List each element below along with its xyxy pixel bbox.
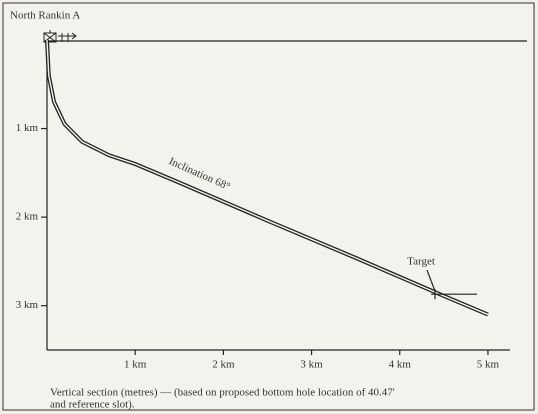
x-tick-label: 5 km (477, 359, 500, 371)
x-tick-label: 4 km (389, 359, 412, 371)
x-tick-label: 1 km (124, 359, 147, 371)
y-tick-label: 2 km (16, 211, 39, 223)
frame (2, 2, 535, 411)
x-tick-label: 3 km (300, 359, 323, 371)
y-tick-label: 1 km (16, 122, 39, 134)
target-leader (426, 269, 436, 292)
chart-title: North Rankin A (10, 10, 80, 22)
y-tick-label: 3 km (16, 299, 39, 311)
target-label: Target (407, 256, 435, 268)
x-tick-label: 2 km (212, 359, 235, 371)
caption-line: and reference slot). (50, 399, 135, 411)
caption-line: Vertical section (metres) — (based on pr… (50, 387, 395, 399)
well-path-inner (46, 39, 489, 316)
